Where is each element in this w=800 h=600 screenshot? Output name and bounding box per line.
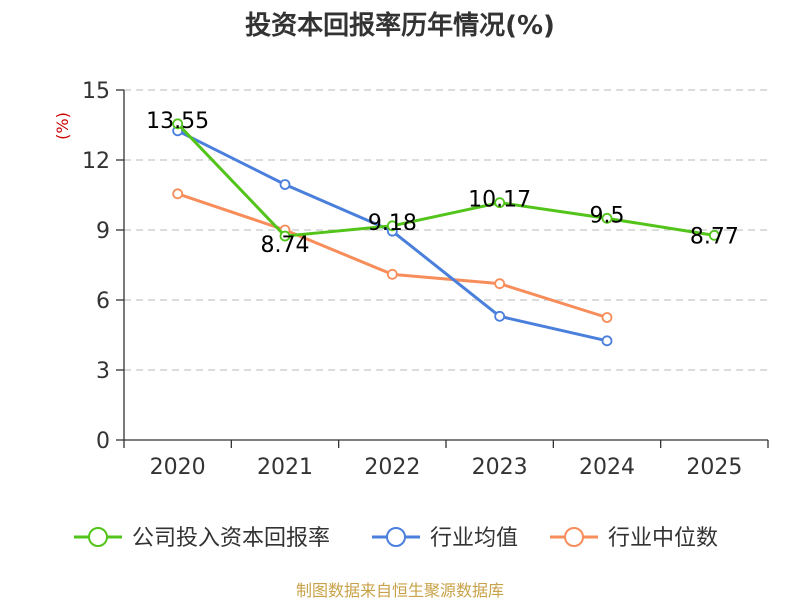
legend-swatch-marker [564, 527, 584, 547]
data-labels: 13.55 8.74 9.18 10.17 9.5 8.77 [146, 109, 739, 258]
legend-item-industry_median[interactable]: 行业中位数 [550, 526, 718, 551]
data-label: 13.55 [146, 109, 209, 134]
data-point-industry_median[interactable] [494, 278, 506, 290]
legend-swatch-marker [88, 527, 108, 547]
data-point-company[interactable] [494, 197, 506, 209]
data-point-industry_median[interactable] [172, 188, 184, 200]
data-point-company[interactable] [601, 212, 613, 224]
x-tick-label: 2020 [150, 455, 206, 480]
y-tick-label: 6 [96, 289, 110, 314]
axes: 0 3 6 9 12 15 2020 2021 2022 2023 2024 2025 [82, 79, 769, 480]
data-point-industry_avg[interactable] [279, 179, 291, 190]
y-tick-label: 3 [96, 359, 110, 384]
data-point-industry_avg[interactable] [494, 310, 506, 322]
x-tick-label: 2021 [257, 455, 313, 480]
legend-label: 行业均值 [430, 526, 518, 551]
data-point-industry_median[interactable] [601, 312, 613, 323]
y-tick-label: 9 [96, 219, 110, 244]
source-note: 制图数据来自恒生聚源数据库 [296, 581, 504, 600]
y-tick-label: 15 [82, 79, 110, 104]
y-tick-label: 0 [96, 429, 110, 454]
data-point-industry_avg[interactable] [601, 335, 613, 347]
data-point-company[interactable] [172, 118, 184, 130]
series-line-company [176, 122, 715, 238]
series-lines [172, 118, 720, 347]
x-tick-label: 2024 [579, 455, 635, 480]
series-industry_avg [172, 125, 613, 347]
legend-item-company[interactable]: 公司投入资本回报率 [74, 526, 330, 551]
series-industry_median [172, 188, 613, 323]
y-tick-label: 12 [82, 149, 110, 174]
data-point-industry_median[interactable] [386, 268, 398, 280]
data-label: 9.18 [368, 211, 417, 236]
data-label: 10.17 [468, 188, 531, 213]
data-label: 8.77 [690, 224, 739, 249]
data-point-company[interactable] [708, 229, 720, 241]
data-label: 9.5 [590, 203, 625, 228]
data-label: 8.74 [261, 233, 310, 258]
x-tick-label: 2022 [364, 455, 420, 480]
data-point-company[interactable] [386, 220, 398, 232]
chart-title: 投资本回报率历年情况(%) [245, 10, 555, 41]
x-tick-label: 2025 [686, 455, 742, 480]
legend-swatch-marker [386, 527, 406, 547]
legend-label: 公司投入资本回报率 [132, 526, 330, 551]
data-point-company[interactable] [279, 230, 291, 242]
y-axis-unit: (%) [53, 112, 72, 140]
legend-label: 行业中位数 [608, 526, 718, 551]
series-company [172, 118, 720, 242]
x-tick-label: 2023 [472, 455, 528, 480]
legend-item-industry_avg[interactable]: 行业均值 [372, 526, 518, 551]
legend[interactable]: 公司投入资本回报率 行业均值 行业中位数 [74, 526, 718, 551]
